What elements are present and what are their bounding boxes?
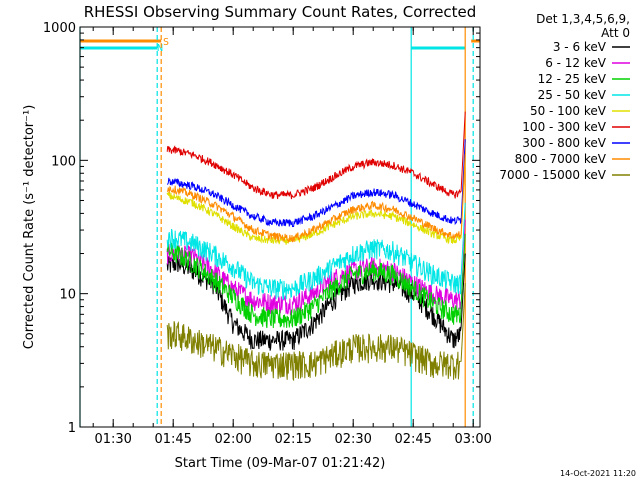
x-axis-label: Start Time (09-Mar-07 01:21:42) (175, 456, 386, 471)
series-50-100-kev (166, 158, 466, 245)
x-tick-label: 02:15 (274, 432, 311, 447)
series-trace (166, 253, 466, 351)
series-12-25-kev (166, 233, 466, 329)
series-trace (166, 202, 466, 301)
x-tick-label: 02:45 (394, 432, 431, 447)
y-tick-label: 1000 (43, 21, 76, 36)
series-layer (166, 111, 466, 382)
legend-entry-label: 6 - 12 keV (545, 56, 607, 70)
series-25-50-kev (166, 202, 466, 301)
y-axis: 1 10 100 1000 (43, 21, 480, 436)
legend-entry-label: 25 - 50 keV (538, 88, 607, 102)
x-tick-label: 01:30 (94, 432, 131, 447)
legend-entry-label: 12 - 25 keV (538, 72, 607, 86)
y-tick-label: 100 (51, 154, 76, 169)
flag-layer: SN (80, 37, 480, 54)
legend-header-detectors: Det 1,3,4,5,6,9, (536, 12, 630, 26)
series-trace (166, 139, 466, 228)
y-tick-label: 1 (68, 421, 76, 436)
series-trace (166, 153, 466, 244)
series-trace (166, 158, 466, 245)
series-800-7000-kev (166, 153, 466, 244)
series-trace (166, 233, 466, 329)
legend: Det 1,3,4,5,6,9,Att 03 - 6 keV 6 - 12 keV… (499, 12, 630, 182)
legend-entry-label: 3 - 6 keV (553, 40, 607, 54)
x-tick-label: 02:00 (214, 432, 251, 447)
x-tick-label: 03:00 (454, 432, 491, 447)
series-trace (166, 283, 466, 382)
legend-entry-label: 7000 - 15000 keV (499, 168, 606, 182)
x-axis: 01:30 01:45 02:00 02:15 02:30 02:45 03:00 (92, 27, 492, 447)
x-tick-label: 01:45 (154, 432, 191, 447)
footer-timestamp: 14-Oct-2021 11:20 (560, 469, 636, 478)
saa-marker-label: S (163, 37, 169, 48)
plot-frame (79, 26, 481, 428)
legend-entry-label: 800 - 7000 keV (515, 152, 607, 166)
legend-entry-label: 100 - 300 keV (522, 120, 606, 134)
legend-entry-label: 50 - 100 keV (530, 104, 607, 118)
legend-entry-label: 300 - 800 keV (522, 136, 606, 150)
series-7000-15000-kev (166, 283, 466, 382)
series-300-800-kev (166, 139, 466, 228)
legend-header-attenuator: Att 0 (601, 26, 630, 40)
chart-title: RHESSI Observing Summary Count Rates, Co… (84, 3, 477, 21)
series-100-300-kev (166, 111, 466, 200)
y-axis-label: Corrected Count Rate (s⁻¹ detector⁻¹) (22, 105, 37, 350)
night-marker-label: N (157, 43, 163, 54)
series-3-6-kev (166, 253, 466, 351)
y-tick-label: 10 (59, 288, 76, 303)
x-tick-label: 02:30 (334, 432, 371, 447)
series-trace (166, 111, 466, 200)
